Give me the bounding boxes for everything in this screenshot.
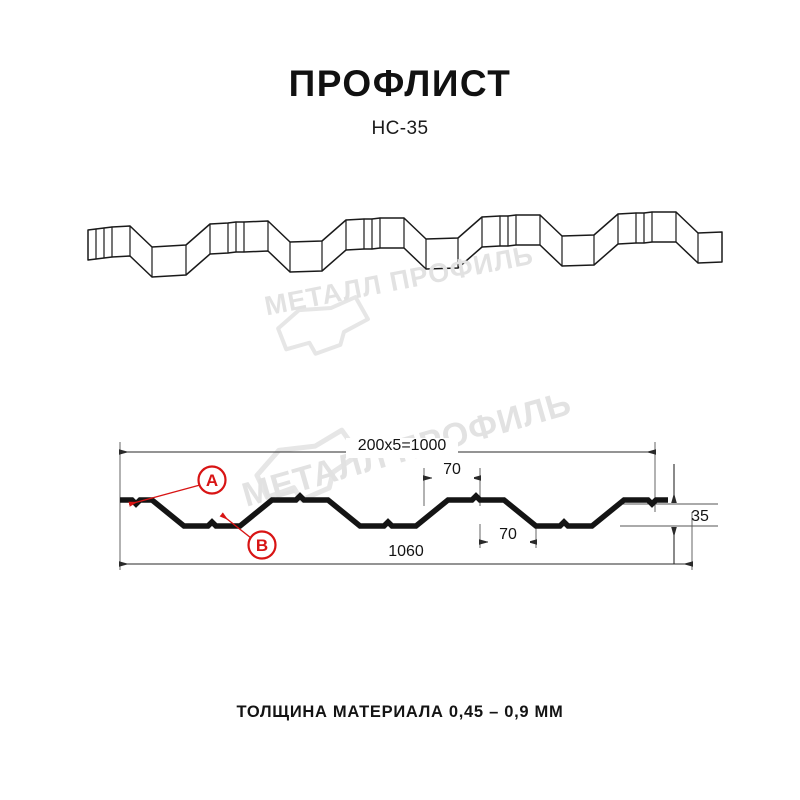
dimension-total-width: 1060 — [119, 538, 693, 567]
dimension-height: 35 — [671, 464, 709, 564]
page-subtitle: НС-35 — [371, 118, 429, 139]
dimension-crest-label: 70 — [443, 461, 461, 478]
dimension-pitch-label: 200x5=1000 — [358, 437, 447, 454]
callout-a: A — [128, 465, 227, 507]
isometric-view — [60, 200, 750, 350]
rib-fold-lines — [95, 211, 699, 278]
material-thickness-caption: ТОЛЩИНА МАТЕРИАЛА 0,45 – 0,9 ММ — [236, 703, 564, 721]
dimension-total-label: 1060 — [388, 543, 424, 560]
dimension-crest-width: 70 — [423, 460, 481, 481]
dimension-valley-width: 70 — [479, 525, 537, 545]
profile-section-path — [120, 492, 668, 529]
dimension-height-label: 35 — [691, 508, 709, 525]
dimension-valley-label: 70 — [499, 526, 517, 543]
cross-section-view: 200x5=1000 70 70 35 — [100, 430, 740, 610]
callout-b-label: B — [256, 536, 268, 555]
dimension-pitch: 200x5=1000 — [119, 437, 656, 458]
title-block: ПРОФЛИСТ НС-35 — [0, 62, 800, 142]
callout-a-label: A — [206, 471, 218, 490]
callout-b: B — [219, 512, 277, 560]
sheet-outline — [87, 211, 723, 278]
page-title: ПРОФЛИСТ — [288, 63, 512, 104]
isometric-sheet-geometry — [87, 211, 723, 278]
